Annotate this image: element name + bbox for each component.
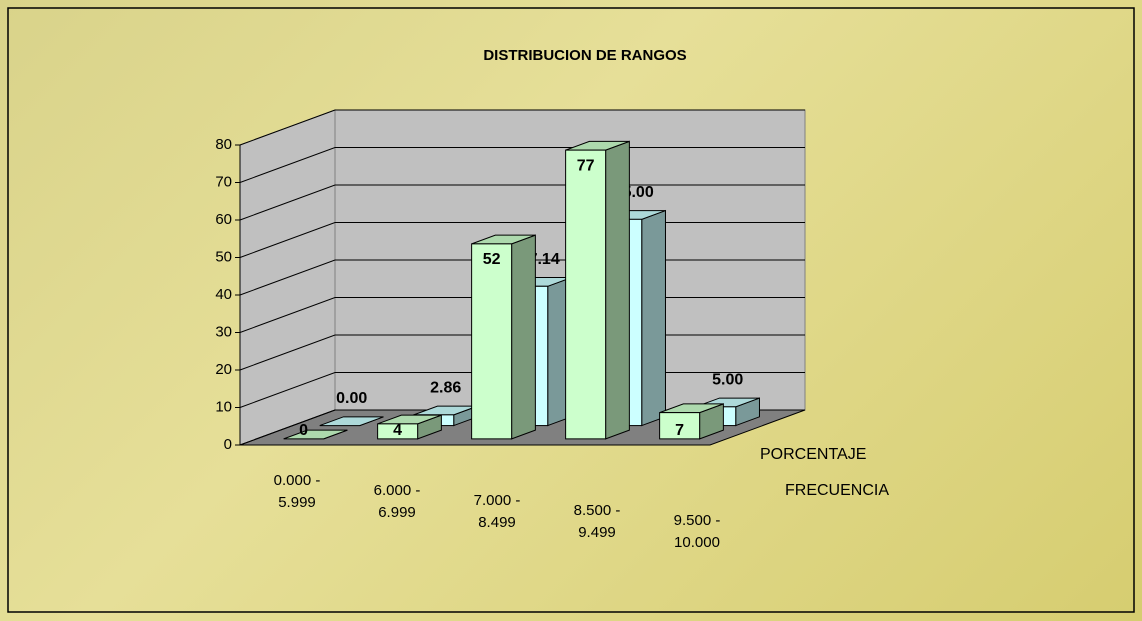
- chart-title: DISTRIBUCION DE RANGOS: [483, 47, 686, 64]
- y-tick-label: 60: [215, 211, 232, 228]
- bar: [659, 412, 701, 440]
- grid-line: [239, 147, 805, 183]
- x-tick-label: 9.500 - 10.000: [673, 512, 721, 551]
- bar: [471, 243, 513, 440]
- depth-axis-label: FRECUENCIA: [785, 482, 889, 499]
- y-tick-label: 10: [215, 398, 232, 415]
- bar-side: [641, 209, 666, 427]
- bar-side: [511, 234, 536, 440]
- y-tick-label: 40: [215, 286, 232, 303]
- value-label: 0: [299, 422, 308, 439]
- x-tick-label: 8.500 - 9.499: [573, 502, 621, 541]
- x-tick-label: 7.000 - 8.499: [473, 492, 521, 531]
- value-label: 77: [577, 157, 595, 174]
- y-tick-label: 30: [215, 323, 232, 340]
- bar: [565, 149, 607, 440]
- bar-side: [605, 140, 630, 440]
- chart-frame: [7, 7, 1135, 613]
- x-tick-label: 0.000 - 5.999: [273, 472, 321, 511]
- y-tick-label: 50: [215, 248, 232, 265]
- y-tick-label: 20: [215, 361, 232, 378]
- bar: [377, 423, 419, 440]
- value-label: 52: [483, 251, 501, 268]
- y-tick-label: 80: [215, 136, 232, 153]
- bar-top: [319, 416, 384, 427]
- value-label: 5.00: [712, 371, 743, 388]
- depth-axis-label: PORCENTAJE: [760, 446, 866, 463]
- y-tick-label: 0: [224, 436, 232, 453]
- value-label: 0.00: [336, 390, 367, 407]
- y-tick-label: 70: [215, 173, 232, 190]
- bar-top: [283, 429, 348, 440]
- grid-line: [239, 184, 805, 221]
- value-label: 2.86: [430, 379, 461, 396]
- value-label: 4: [393, 422, 402, 439]
- x-tick-label: 6.000 - 6.999: [373, 482, 421, 521]
- value-label: 7: [675, 422, 684, 439]
- grid-line: [239, 109, 805, 146]
